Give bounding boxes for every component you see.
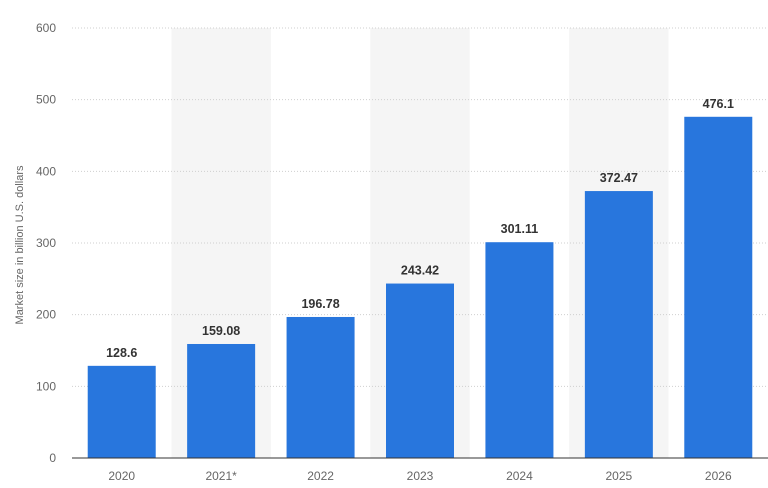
bar <box>87 365 156 458</box>
data-label: 159.08 <box>202 324 240 338</box>
bars <box>87 116 753 459</box>
bar <box>684 116 753 459</box>
y-axis-ticks: 0 100 200 300 400 500 600 <box>36 21 56 465</box>
x-tick-label: 2025 <box>606 469 633 483</box>
data-label: 128.6 <box>106 346 137 360</box>
bar <box>485 242 554 458</box>
y-tick-label: 400 <box>36 164 56 178</box>
bar <box>187 343 256 458</box>
x-tick-label: 2026 <box>705 469 732 483</box>
y-tick-label: 500 <box>36 93 56 107</box>
y-tick-label: 600 <box>36 21 56 35</box>
y-tick-label: 0 <box>49 451 56 465</box>
bar <box>286 316 355 458</box>
bar <box>584 191 653 458</box>
y-tick-label: 100 <box>36 379 56 393</box>
x-axis-ticks: 2020 2021* 2022 2023 2024 2025 2026 <box>108 469 732 483</box>
y-axis-title: Market size in billion U.S. dollars <box>14 165 26 324</box>
x-tick-label: 2020 <box>108 469 135 483</box>
x-tick-label: 2023 <box>407 469 434 483</box>
x-tick-label: 2022 <box>307 469 334 483</box>
data-label: 372.47 <box>600 171 638 185</box>
x-tick-label: 2024 <box>506 469 533 483</box>
data-labels: 128.6 159.08 196.78 243.42 301.11 372.47 476.1 <box>106 97 734 360</box>
data-label: 301.11 <box>501 222 539 236</box>
data-label: 476.1 <box>703 97 734 111</box>
y-tick-label: 200 <box>36 308 56 322</box>
x-tick-label: 2021* <box>205 469 237 483</box>
bar <box>386 283 454 458</box>
y-tick-label: 300 <box>36 236 56 250</box>
data-label: 196.78 <box>301 297 339 311</box>
data-label: 243.42 <box>401 264 439 278</box>
